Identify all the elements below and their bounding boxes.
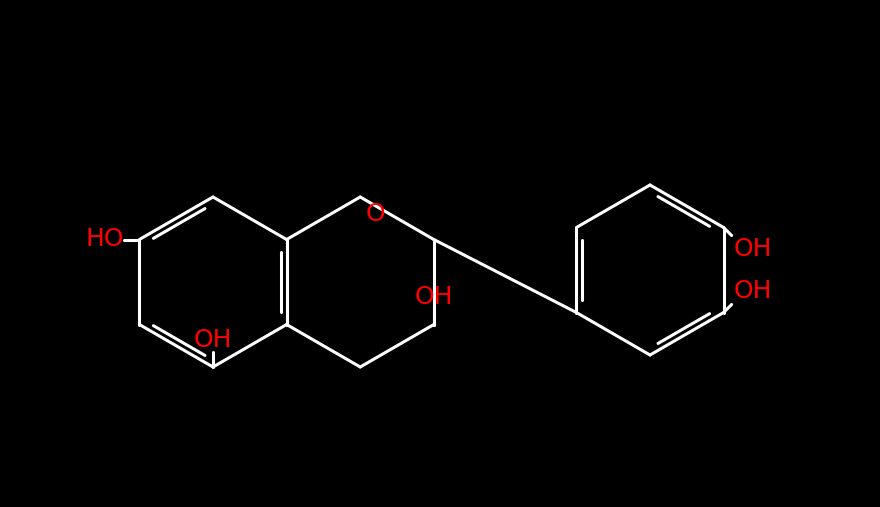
Text: OH: OH <box>414 285 453 309</box>
Text: OH: OH <box>734 237 772 262</box>
Text: OH: OH <box>194 328 232 352</box>
Text: OH: OH <box>734 278 772 303</box>
Text: HO: HO <box>86 228 124 251</box>
Text: O: O <box>365 202 385 226</box>
